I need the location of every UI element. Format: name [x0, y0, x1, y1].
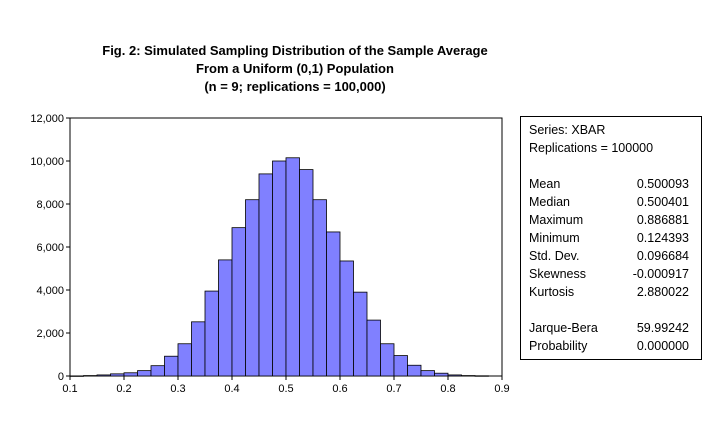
- y-tick-label: 10,000: [30, 156, 64, 168]
- x-tick-label: 0.2: [116, 383, 131, 395]
- stat-value: 0.124393: [636, 231, 689, 245]
- stat-value: 0.500093: [636, 177, 689, 191]
- histogram-bar: [339, 260, 354, 377]
- x-tick-label: 0.1: [62, 383, 77, 395]
- histogram-bar: [299, 169, 314, 377]
- histogram-bar: [177, 343, 192, 377]
- histogram-bar: [326, 231, 341, 377]
- histogram-bar: [69, 375, 84, 377]
- y-tick-label: 4,000: [36, 285, 64, 297]
- histogram-bar: [447, 374, 462, 377]
- histogram-bar: [285, 157, 300, 377]
- stat-row-median: Median 0.500401: [529, 195, 689, 213]
- histogram-bar: [218, 259, 233, 377]
- histogram-bar: [150, 365, 165, 377]
- histogram-bar: [231, 227, 246, 377]
- histogram-bar: [204, 290, 219, 377]
- stat-value: 0.886881: [636, 213, 689, 227]
- y-tick-label: 0: [58, 371, 64, 383]
- y-tick-label: 2,000: [36, 328, 64, 340]
- histogram-bar: [366, 319, 381, 377]
- histogram-bar: [461, 375, 476, 377]
- histogram-bar: [380, 343, 395, 377]
- histogram-bar: [353, 291, 368, 377]
- stat-value: -0.000917: [632, 267, 689, 281]
- stat-value: 0.500401: [636, 195, 689, 209]
- x-tick-label: 0.9: [494, 383, 509, 395]
- histogram-bar: [393, 355, 408, 377]
- histogram-bar: [137, 370, 152, 377]
- histogram-bar: [272, 160, 287, 377]
- stat-row-kurtosis: Kurtosis 2.880022: [529, 285, 689, 303]
- stat-row-probability: Probability 0.000000: [529, 339, 689, 357]
- stat-value: 0.000000: [636, 339, 689, 353]
- stat-label: Kurtosis: [529, 285, 575, 299]
- stat-label: Probability: [529, 339, 588, 353]
- chart-title-line-1: Fig. 2: Simulated Sampling Distribution …: [102, 43, 488, 58]
- stat-row-std-dev: Std. Dev. 0.096684: [529, 249, 689, 267]
- y-tick-label: 8,000: [36, 199, 64, 211]
- histogram-bar: [407, 364, 422, 377]
- x-tick-label: 0.5: [278, 383, 293, 395]
- stat-row-mean: Mean 0.500093: [529, 177, 689, 195]
- x-tick-label: 0.4: [224, 383, 239, 395]
- x-tick-label: 0.7: [386, 383, 401, 395]
- stat-label: Maximum: [529, 213, 584, 227]
- stat-label: Median: [529, 195, 570, 209]
- stat-row-skewness: Skewness -0.000917: [529, 267, 689, 285]
- histogram-bar: [258, 173, 273, 377]
- stat-value: 0.096684: [636, 249, 689, 263]
- histogram-bar: [123, 372, 138, 377]
- histogram-bar: [83, 375, 98, 377]
- stat-row-jarque-bera: Jarque-Bera 59.99242: [529, 321, 689, 339]
- histogram-bar: [474, 375, 489, 377]
- replications-count: Replications = 100000: [529, 141, 654, 155]
- histogram-bar: [164, 355, 179, 377]
- histogram-bar: [96, 374, 111, 377]
- x-tick-label: 0.8: [440, 383, 455, 395]
- statistics-panel: Series: XBAR Replications = 100000 Mean 0…: [520, 116, 702, 360]
- stat-row-maximum: Maximum 0.886881: [529, 213, 689, 231]
- histogram-bar: [420, 370, 435, 377]
- stat-row-minimum: Minimum 0.124393: [529, 231, 689, 249]
- stat-value: 59.99242: [636, 321, 689, 335]
- histogram-bar: [245, 199, 260, 377]
- chart-title-line-3: (n = 9; replications = 100,000): [204, 79, 386, 94]
- histogram-bar: [110, 373, 125, 377]
- histogram-bar: [191, 321, 206, 377]
- stat-label: Std. Dev.: [529, 249, 580, 263]
- x-tick-label: 0.6: [332, 383, 347, 395]
- histogram-bar: [434, 372, 449, 377]
- series-name: Series: XBAR: [529, 123, 606, 137]
- y-tick-label: 12,000: [30, 113, 64, 125]
- stat-label: Skewness: [529, 267, 586, 281]
- stat-label: Mean: [529, 177, 561, 191]
- stat-label: Minimum: [529, 231, 580, 245]
- x-tick-label: 0.3: [170, 383, 185, 395]
- stat-label: Jarque-Bera: [529, 321, 598, 335]
- chart-title-line-2: From a Uniform (0,1) Population: [196, 61, 394, 76]
- stat-value: 2.880022: [636, 285, 689, 299]
- histogram-bar: [312, 199, 327, 377]
- y-tick-label: 6,000: [36, 242, 64, 254]
